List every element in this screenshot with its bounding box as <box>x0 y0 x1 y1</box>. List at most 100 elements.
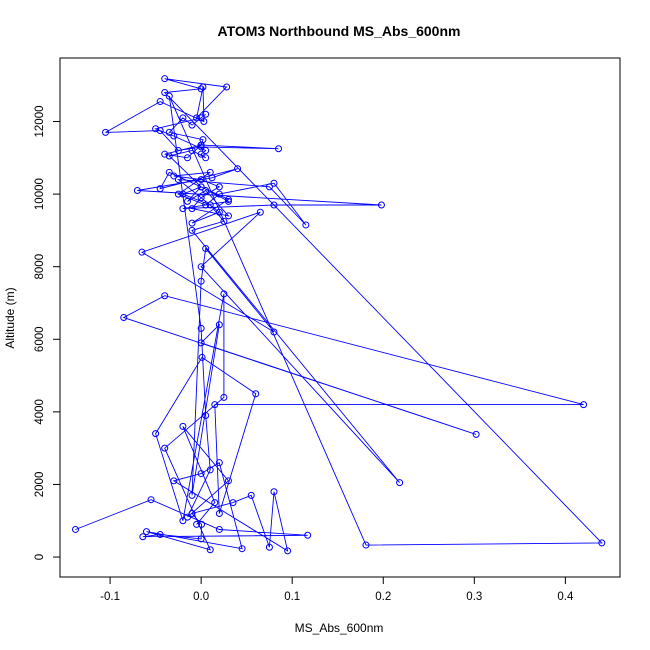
x-tick-label: 0.0 <box>193 591 209 603</box>
data-point <box>215 509 223 517</box>
x-tick-label: 0.2 <box>375 591 391 603</box>
data-point <box>188 491 196 499</box>
data-point <box>188 219 196 227</box>
data-point <box>256 208 264 216</box>
data-point <box>220 217 228 225</box>
data-point <box>197 85 205 93</box>
data-point <box>202 411 210 419</box>
y-axis: 0 2000 4000 6000 8000 10000 12000 <box>34 106 61 560</box>
data-point <box>198 520 206 528</box>
data-point <box>270 488 278 496</box>
data-point <box>206 546 214 554</box>
data-point <box>183 513 191 521</box>
data-point <box>211 401 219 409</box>
data-point <box>170 172 178 180</box>
data-point <box>165 92 173 100</box>
data-point <box>139 533 147 541</box>
y-tick-label: 2000 <box>34 472 46 498</box>
x-tick-label: 0.1 <box>284 591 300 603</box>
data-point <box>202 110 210 118</box>
data-point <box>179 517 187 525</box>
data-point <box>265 183 273 191</box>
data-point <box>224 197 232 205</box>
y-axis-label: Altitude (m) <box>3 287 17 348</box>
data-point <box>304 531 312 539</box>
data-point <box>143 528 151 536</box>
data-point <box>224 196 232 204</box>
y-tick-label: 10000 <box>34 178 46 210</box>
data-point <box>197 535 205 543</box>
data-point <box>197 470 205 478</box>
y-tick-label: 12000 <box>34 106 46 138</box>
data-point <box>197 339 205 347</box>
x-tick-label: 0.3 <box>466 591 482 603</box>
data-point <box>174 176 182 184</box>
data-point <box>147 496 155 504</box>
data-point <box>202 186 210 194</box>
data-point <box>580 401 588 409</box>
data-point <box>197 141 205 149</box>
data-point <box>598 539 606 547</box>
data-point <box>223 83 231 91</box>
data-point <box>188 121 196 129</box>
data-point <box>156 127 164 135</box>
data-point <box>156 185 164 193</box>
data-point <box>302 221 310 229</box>
data-point <box>229 499 237 507</box>
data-point <box>202 245 210 253</box>
data-point <box>188 509 196 517</box>
data-point <box>215 525 223 533</box>
data-point <box>188 147 196 155</box>
data-point <box>183 197 191 205</box>
y-tick-label: 8000 <box>34 254 46 280</box>
data-point <box>174 190 182 198</box>
data-point <box>161 75 169 83</box>
data-point <box>197 277 205 285</box>
data-point <box>202 154 210 162</box>
data-point <box>284 547 292 555</box>
data-point <box>193 520 201 528</box>
data-point <box>197 324 205 332</box>
data-point <box>179 205 187 213</box>
data-point <box>161 150 169 158</box>
x-tick-label: -0.1 <box>100 591 120 603</box>
data-point <box>170 132 178 140</box>
data-point <box>202 147 210 155</box>
data-point <box>120 314 128 321</box>
data-point <box>152 430 160 438</box>
data-point <box>161 292 169 300</box>
data-point <box>270 328 278 336</box>
data-point <box>71 525 79 533</box>
y-tick-label: 0 <box>34 554 46 560</box>
y-tick-label: 4000 <box>34 399 46 425</box>
data-point <box>156 531 164 539</box>
data-point <box>275 145 283 153</box>
data-point <box>152 125 160 133</box>
data-point <box>206 466 214 474</box>
data-point <box>179 422 187 430</box>
data-point <box>220 393 228 401</box>
data-point <box>215 459 223 467</box>
data-point <box>215 321 223 329</box>
data-point <box>215 190 223 198</box>
series-layer <box>71 75 606 555</box>
data-point <box>188 226 196 234</box>
data-point <box>238 545 246 553</box>
data-point <box>265 543 273 551</box>
x-tick-label: 0.4 <box>557 591 574 603</box>
data-point <box>396 479 404 487</box>
data-point <box>174 147 182 155</box>
data-point <box>215 183 223 191</box>
data-point <box>197 150 205 158</box>
data-point <box>197 176 205 184</box>
data-point <box>252 390 260 398</box>
data-point <box>472 430 480 438</box>
data-point <box>199 83 207 91</box>
data-point <box>165 152 173 160</box>
x-axis: -0.1 0.0 0.1 0.2 0.3 0.4 <box>100 576 574 603</box>
data-point <box>161 444 169 452</box>
data-point <box>270 201 278 209</box>
data-point <box>133 186 141 194</box>
data-point <box>170 477 178 485</box>
data-point <box>270 179 278 187</box>
